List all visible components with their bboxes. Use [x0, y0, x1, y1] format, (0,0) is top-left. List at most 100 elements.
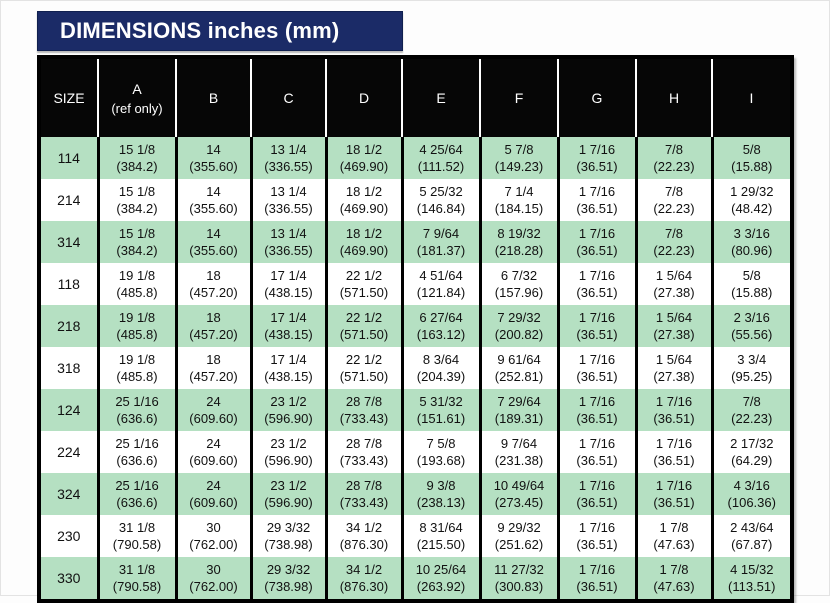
column-header-e: E	[401, 59, 480, 137]
mm-value: (64.29)	[731, 453, 773, 468]
inches-value: 13 1/4	[270, 226, 307, 241]
column-header-label: SIZE	[53, 90, 85, 106]
inches-value: 1 7/8	[659, 520, 689, 535]
mm-value: (151.61)	[416, 411, 466, 426]
dimension-cell: 7/8 (22.23)	[710, 389, 790, 431]
dimension-cell: 14 (355.60)	[174, 221, 251, 263]
dimension-cell: 1 7/16 (36.51)	[556, 347, 636, 389]
column-header-label: A	[132, 80, 142, 97]
dimension-cell: 1 7/16 (36.51)	[556, 221, 636, 263]
dimensions-table-body: 114 15 1/8 (384.2) 14 (355.60) 13 1/4 (336.55)…	[41, 137, 790, 599]
dimension-cell: 7/8 (22.23)	[634, 179, 712, 221]
inches-value: 19 1/8	[118, 310, 156, 325]
dimension-cell: 9 7/64 (231.38)	[478, 431, 558, 473]
mm-value: (55.56)	[731, 327, 773, 342]
inches-value: 18	[206, 310, 221, 325]
dimension-cell: 1 7/8 (47.63)	[634, 557, 712, 599]
column-header-b: B	[175, 59, 251, 137]
dimension-cell: 30 (762.00)	[174, 515, 251, 557]
inches-value: 28 7/8	[345, 478, 383, 493]
dimension-cell: 13 1/4 (336.55)	[249, 221, 326, 263]
dimension-cell: 25 1/16 (636.6)	[96, 473, 176, 515]
inches-value: 7/8	[664, 226, 684, 241]
inches-value: 6 7/32	[500, 268, 538, 283]
mm-value: (469.90)	[339, 201, 389, 216]
inches-value: 9 7/64	[500, 436, 538, 451]
mm-value: (48.42)	[731, 201, 773, 216]
mm-value: (609.60)	[189, 411, 238, 426]
inches-value: 25 1/16	[115, 394, 159, 409]
inches-value: 29 3/32	[266, 562, 311, 577]
mm-value: (300.83)	[494, 579, 544, 594]
dimension-cell: 7/8 (22.23)	[634, 221, 712, 263]
mm-value: (36.51)	[576, 579, 618, 594]
dimensions-table: SIZE A (ref only) B C D E F G H I 114 15 1/8 (384.2)…	[41, 59, 790, 599]
mm-value: (571.50)	[339, 327, 389, 342]
column-header-a: A (ref only)	[97, 59, 176, 137]
inches-value: 1 7/16	[578, 352, 616, 367]
mm-value: (181.37)	[416, 243, 466, 258]
dimension-cell: 5 25/32 (146.84)	[400, 179, 480, 221]
dimension-cell: 15 1/8 (384.2)	[96, 137, 176, 179]
inches-value: 18 1/2	[345, 184, 383, 199]
inches-value: 1 5/64	[655, 310, 693, 325]
mm-value: (200.82)	[494, 327, 544, 342]
dimension-cell: 1 7/16 (36.51)	[634, 431, 712, 473]
mm-value: (355.60)	[189, 159, 238, 174]
dimension-cell: 24 (609.60)	[174, 389, 251, 431]
dimension-cell: 8 19/32 (218.28)	[478, 221, 558, 263]
dimension-cell: 22 1/2 (571.50)	[324, 263, 402, 305]
dimension-cell: 22 1/2 (571.50)	[324, 347, 402, 389]
dimension-cell: 31 1/8 (790.58)	[96, 557, 176, 599]
inches-value: 10 25/64	[415, 562, 467, 577]
dimension-cell: 5/8 (15.88)	[710, 263, 790, 305]
mm-value: (36.51)	[576, 453, 618, 468]
mm-value: (22.23)	[653, 243, 695, 258]
inches-value: 10 49/64	[493, 478, 545, 493]
mm-value: (251.62)	[494, 537, 544, 552]
inches-value: 24	[206, 478, 221, 493]
page-title: DIMENSIONS inches (mm)	[60, 18, 340, 43]
inches-value: 2 17/32	[730, 436, 774, 451]
mm-value: (485.8)	[116, 285, 158, 300]
dimension-cell: 19 1/8 (485.8)	[96, 263, 176, 305]
dimension-cell: 7 1/4 (184.15)	[478, 179, 558, 221]
mm-value: (457.20)	[189, 327, 238, 342]
mm-value: (111.52)	[417, 159, 465, 174]
inches-value: 1 5/64	[655, 268, 693, 283]
size-cell: 324	[41, 473, 98, 515]
column-header-f: F	[479, 59, 558, 137]
mm-value: (485.8)	[116, 369, 158, 384]
inches-value: 4 51/64	[419, 268, 463, 283]
inches-value: 5/8	[742, 268, 761, 283]
dimension-cell: 1 7/16 (36.51)	[556, 431, 636, 473]
inches-value: 5/8	[742, 142, 761, 157]
dimension-cell: 29 3/32 (738.98)	[249, 557, 326, 599]
column-header-d: D	[325, 59, 402, 137]
dimension-cell: 10 25/64 (263.92)	[400, 557, 480, 599]
size-cell: 330	[41, 557, 98, 599]
size-cell: 114	[41, 137, 98, 179]
inches-value: 1 7/16	[578, 394, 616, 409]
mm-value: (733.43)	[339, 411, 389, 426]
mm-value: (36.51)	[576, 411, 618, 426]
mm-value: (596.90)	[264, 495, 313, 510]
dimension-cell: 8 3/64 (204.39)	[400, 347, 480, 389]
dimension-cell: 4 25/64 (111.52)	[400, 137, 480, 179]
inches-value: 13 1/4	[270, 184, 307, 199]
inches-value: 1 7/16	[655, 478, 693, 493]
inches-value: 23 1/2	[270, 436, 307, 451]
mm-value: (384.2)	[116, 159, 158, 174]
inches-value: 31 1/8	[118, 562, 156, 577]
dimension-cell: 28 7/8 (733.43)	[324, 473, 402, 515]
mm-value: (36.51)	[653, 495, 695, 510]
mm-value: (189.31)	[494, 411, 544, 426]
dimension-cell: 34 1/2 (876.30)	[324, 557, 402, 599]
table-row: 324 25 1/16 (636.6) 24 (609.60) 23 1/2 (596.90…	[41, 473, 790, 515]
inches-value: 6 27/64	[419, 310, 463, 325]
dimension-cell: 18 (457.20)	[174, 305, 251, 347]
table-row: 230 31 1/8 (790.58) 30 (762.00) 29 3/32 (738.9…	[41, 515, 790, 557]
inches-value: 5 25/32	[419, 184, 463, 199]
size-cell: 214	[41, 179, 98, 221]
